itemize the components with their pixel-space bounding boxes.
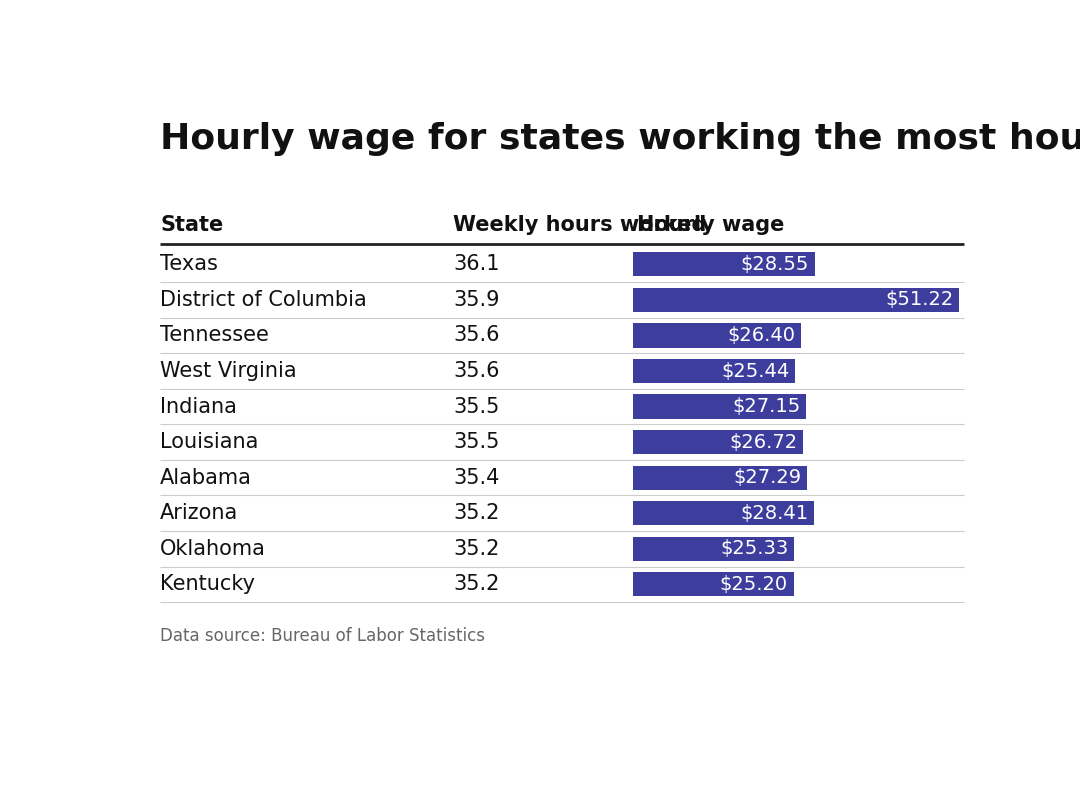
Text: 35.4: 35.4 [454, 467, 499, 488]
Text: Alabama: Alabama [160, 467, 252, 488]
Text: Kentucky: Kentucky [160, 574, 255, 595]
Text: State: State [160, 215, 224, 235]
Text: District of Columbia: District of Columbia [160, 290, 367, 310]
Text: $26.72: $26.72 [729, 433, 797, 452]
Text: Data source: Bureau of Labor Statistics: Data source: Bureau of Labor Statistics [160, 627, 485, 645]
Text: 35.5: 35.5 [454, 397, 499, 416]
FancyBboxPatch shape [633, 323, 801, 347]
Text: $27.15: $27.15 [732, 397, 800, 416]
Text: Hourly wage for states working the most hours, 2021: Hourly wage for states working the most … [160, 122, 1080, 156]
Text: Tennessee: Tennessee [160, 326, 269, 345]
Text: $27.29: $27.29 [733, 468, 801, 487]
FancyBboxPatch shape [633, 252, 815, 276]
Text: 35.2: 35.2 [454, 539, 499, 559]
Text: $26.40: $26.40 [728, 326, 795, 345]
Text: $28.55: $28.55 [741, 255, 809, 274]
Text: Arizona: Arizona [160, 503, 239, 523]
Text: 35.9: 35.9 [454, 290, 500, 310]
Text: Hourly wage: Hourly wage [637, 215, 784, 235]
FancyBboxPatch shape [633, 430, 804, 454]
FancyBboxPatch shape [633, 394, 806, 419]
Text: West Virginia: West Virginia [160, 361, 297, 381]
FancyBboxPatch shape [633, 466, 807, 490]
FancyBboxPatch shape [633, 501, 814, 526]
Text: Louisiana: Louisiana [160, 432, 258, 452]
Text: 35.2: 35.2 [454, 503, 499, 523]
Text: 35.5: 35.5 [454, 432, 499, 452]
Text: 35.2: 35.2 [454, 574, 499, 595]
Text: 35.6: 35.6 [454, 326, 500, 345]
FancyBboxPatch shape [633, 537, 795, 561]
FancyBboxPatch shape [633, 288, 959, 312]
Text: $28.41: $28.41 [740, 504, 808, 522]
Text: Texas: Texas [160, 254, 218, 275]
Text: Oklahoma: Oklahoma [160, 539, 266, 559]
Text: $25.33: $25.33 [720, 539, 788, 558]
FancyBboxPatch shape [633, 572, 794, 596]
Text: Weekly hours worked: Weekly hours worked [454, 215, 706, 235]
Text: 35.6: 35.6 [454, 361, 500, 381]
Text: Indiana: Indiana [160, 397, 237, 416]
Text: $51.22: $51.22 [886, 291, 954, 309]
FancyBboxPatch shape [633, 359, 795, 383]
Text: 36.1: 36.1 [454, 254, 500, 275]
Text: $25.44: $25.44 [721, 361, 789, 381]
Text: $25.20: $25.20 [719, 575, 787, 594]
